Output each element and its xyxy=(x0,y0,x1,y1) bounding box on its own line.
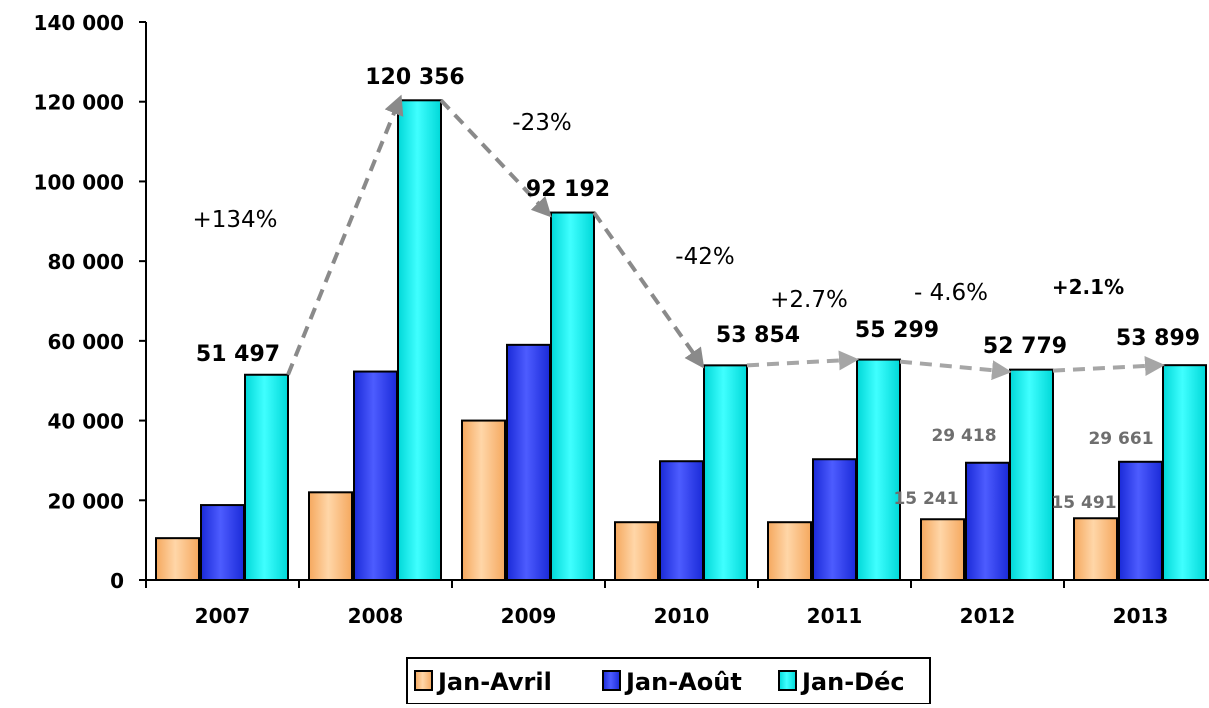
data-label-jan-dec-2007: 51 497 xyxy=(196,342,280,367)
data-label-jan-dec-2009: 92 192 xyxy=(526,177,610,202)
data-label-jan-dec-2011: 55 299 xyxy=(855,318,939,343)
trend-arrow-1 xyxy=(439,98,552,218)
trend-arrow-3 xyxy=(746,350,859,371)
bar-jan-avril-2008 xyxy=(308,491,353,582)
bar-jan-aout-2011 xyxy=(812,458,857,581)
trend-arrow-5 xyxy=(1052,355,1165,376)
legend-label-jan-avril: Jan-Avril xyxy=(436,668,552,696)
bar-jan-dec-2007 xyxy=(244,373,289,582)
y-tick-label: 80 000 xyxy=(47,250,124,274)
legend: Jan-Avril Jan-Août Jan-Déc xyxy=(406,657,931,705)
y-tick-label: 140 000 xyxy=(34,11,124,35)
annotation-change-2012-2013: +2.1% xyxy=(1052,275,1124,299)
data-label-jan-avril-2013: 15 491 xyxy=(1051,493,1116,513)
x-tick-label-2009: 2009 xyxy=(501,604,557,628)
data-label-jan-dec-2013: 53 899 xyxy=(1116,326,1200,351)
bar-jan-avril-2011 xyxy=(767,521,812,582)
x-tick-label-2012: 2012 xyxy=(960,604,1016,628)
data-label-jan-dec-2010: 53 854 xyxy=(716,323,800,348)
x-tick-label-2011: 2011 xyxy=(807,604,863,628)
legend-label-jan-aout: Jan-Août xyxy=(624,668,742,696)
data-labels: 51 497 120 356 92 192 53 854 55 299 52 779 53 … xyxy=(192,65,1200,513)
y-tick-label: 100 000 xyxy=(34,170,124,194)
y-tick-label: 40 000 xyxy=(47,410,124,434)
bar-jan-aout-2007 xyxy=(200,504,245,581)
bar-jan-avril-2012 xyxy=(920,518,965,581)
legend-swatch-jan-dec xyxy=(778,670,797,691)
bar-jan-dec-2012 xyxy=(1009,368,1054,582)
annotation-change-2008-2009: -23% xyxy=(512,110,571,136)
x-tick-label-2010: 2010 xyxy=(654,604,710,628)
data-label-jan-aout-2013: 29 661 xyxy=(1088,429,1153,449)
axes: 0 20 000 40 000 60 000 80 000 100 000 120 000 1… xyxy=(34,11,1209,628)
data-label-jan-aout-2012: 29 418 xyxy=(931,426,996,446)
trend-arrow-0 xyxy=(286,94,404,376)
bar-jan-dec-2013 xyxy=(1162,364,1207,581)
legend-swatch-jan-aout xyxy=(602,670,621,691)
data-label-jan-dec-2012: 52 779 xyxy=(983,334,1067,359)
bar-jan-aout-2012 xyxy=(965,461,1010,581)
annotation-change-2009-2010: -42% xyxy=(675,244,734,270)
y-tick-label: 20 000 xyxy=(47,489,124,513)
x-tick-label-2007: 2007 xyxy=(195,604,251,628)
bar-jan-avril-2010 xyxy=(614,521,659,582)
annotation-change-2007-2008: +134% xyxy=(192,207,277,233)
bar-jan-aout-2009 xyxy=(506,343,551,582)
annotation-change-2011-2012: - 4.6% xyxy=(914,280,988,306)
bar-jan-avril-2009 xyxy=(461,419,506,582)
bar-jan-avril-2007 xyxy=(155,537,200,582)
bar-jan-dec-2008 xyxy=(397,99,442,581)
bars xyxy=(155,99,1207,582)
bar-jan-dec-2011 xyxy=(856,358,901,582)
bar-jan-dec-2009 xyxy=(550,211,595,581)
data-label-jan-dec-2008: 120 356 xyxy=(365,65,465,90)
trend-arrows xyxy=(286,94,1165,381)
legend-swatch-jan-avril xyxy=(414,670,433,691)
x-tick-label-2008: 2008 xyxy=(348,604,404,628)
data-label-jan-avril-2012: 15 241 xyxy=(893,489,958,509)
bar-jan-dec-2010 xyxy=(703,364,748,581)
y-tick-label: 0 xyxy=(110,569,124,593)
y-tick-label: 60 000 xyxy=(47,330,124,354)
legend-label-jan-dec: Jan-Déc xyxy=(800,668,905,696)
trend-arrow-2 xyxy=(592,211,705,369)
bar-jan-avril-2013 xyxy=(1073,517,1118,582)
annotation-change-2010-2011: +2.7% xyxy=(770,287,848,313)
bar-jan-aout-2013 xyxy=(1118,460,1163,581)
y-tick-label: 120 000 xyxy=(34,91,124,115)
bar-jan-aout-2010 xyxy=(659,460,704,581)
bar-jan-aout-2008 xyxy=(353,370,398,581)
x-tick-label-2013: 2013 xyxy=(1113,604,1169,628)
trend-arrow-4 xyxy=(899,359,1012,381)
